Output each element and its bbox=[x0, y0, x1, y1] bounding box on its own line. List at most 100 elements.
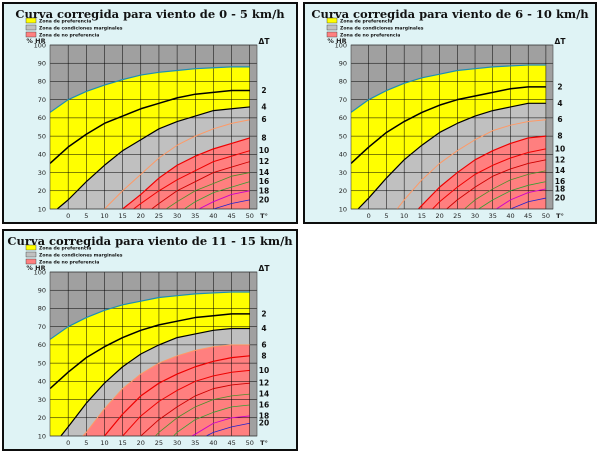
y-tick-label: 30 bbox=[38, 396, 46, 404]
dt-label-14: 14 bbox=[259, 390, 269, 399]
dt-axis-label: ΔT bbox=[555, 37, 567, 46]
x-axis-label: T° bbox=[556, 212, 564, 220]
legend-not-preferred-swatch bbox=[326, 31, 338, 38]
series-line-dt-10 bbox=[122, 369, 250, 436]
x-tick-label: 25 bbox=[155, 439, 163, 447]
plot-frame bbox=[49, 44, 258, 210]
series-line-dt-20 bbox=[213, 199, 250, 209]
series-line-dt-16 bbox=[173, 404, 250, 436]
chart-panel-0-5: Curva corregida para viento de 0 - 5 km/… bbox=[2, 2, 298, 224]
series-line-dt-2 bbox=[50, 89, 250, 165]
x-tick-label: 10 bbox=[100, 212, 108, 220]
x-tick-label: 20 bbox=[435, 212, 443, 220]
y-tick-label: 80 bbox=[339, 78, 347, 86]
y-tick-label: 40 bbox=[38, 151, 46, 159]
y-tick-label: 10 bbox=[38, 432, 46, 440]
series-line-dt-6 bbox=[104, 119, 250, 209]
x-tick-label: 35 bbox=[191, 212, 199, 220]
series-lines bbox=[351, 64, 547, 209]
legend-marginal-label: Zona de condiciones marginales bbox=[39, 252, 123, 258]
series-line-dt-12 bbox=[140, 382, 250, 436]
y-tick-label: 30 bbox=[38, 169, 46, 177]
dt-label-18: 18 bbox=[555, 184, 565, 193]
x-axis-label: T° bbox=[260, 439, 268, 447]
dt-label-6: 6 bbox=[557, 115, 562, 124]
series-line-dt-18 bbox=[198, 190, 250, 209]
legend-marginal-swatch bbox=[25, 24, 37, 31]
series-line-dt-16 bbox=[478, 181, 546, 209]
y-tick-label: 90 bbox=[38, 60, 46, 68]
dt-label-20: 20 bbox=[259, 419, 269, 428]
x-tick-label: 25 bbox=[155, 212, 163, 220]
y-tick-label: 70 bbox=[38, 323, 46, 331]
series-line-dt-18 bbox=[191, 415, 250, 436]
x-tick-label: 15 bbox=[418, 212, 426, 220]
dt-label-6: 6 bbox=[261, 340, 266, 349]
x-tick-label: 0 bbox=[66, 212, 70, 220]
series-line-dt-8 bbox=[104, 355, 250, 436]
legend-not-preferred-swatch bbox=[25, 258, 37, 265]
y-tick-label: 80 bbox=[38, 305, 46, 313]
legend-preferred-swatch bbox=[25, 244, 37, 251]
series-line-dt-14 bbox=[464, 170, 546, 209]
y-axis-label: % HR bbox=[26, 37, 45, 45]
x-tick-label: 15 bbox=[118, 439, 126, 447]
x-tick-label: 35 bbox=[489, 212, 497, 220]
y-tick-label: 50 bbox=[38, 132, 46, 140]
series-line-dt-14 bbox=[155, 393, 250, 436]
legend-preferred-swatch bbox=[25, 17, 37, 24]
x-tick-label: 30 bbox=[471, 212, 479, 220]
y-tick-label: 70 bbox=[339, 96, 347, 104]
x-tick-label: 0 bbox=[367, 212, 371, 220]
legend-not-preferred-label: Zona de no preferencia bbox=[340, 32, 400, 38]
legend-not-preferred-label: Zona de no preferencia bbox=[39, 259, 99, 265]
dt-label-12: 12 bbox=[555, 155, 565, 164]
dt-label-10: 10 bbox=[555, 144, 565, 153]
y-tick-label: 90 bbox=[339, 60, 347, 68]
series-line-dt-8 bbox=[417, 135, 546, 209]
chart-svg: 10 20 30 40 50 60 70 80 90 100 0 5 10 15 20 25 30 35 40 45 5… bbox=[25, 17, 271, 220]
dt-label-14: 14 bbox=[555, 166, 565, 175]
x-tick-label: 45 bbox=[227, 212, 235, 220]
y-tick-label: 60 bbox=[38, 341, 46, 349]
series-line-dt-16 bbox=[184, 181, 250, 209]
x-tick-label: 35 bbox=[191, 439, 199, 447]
x-tick-label: 30 bbox=[173, 439, 181, 447]
chart-title: Curva corregida para viento de 11 - 15 k… bbox=[7, 234, 293, 248]
dt-label-8: 8 bbox=[261, 133, 266, 142]
y-tick-label: 20 bbox=[38, 414, 46, 422]
series-line-dt-12 bbox=[151, 161, 250, 209]
dt-label-10: 10 bbox=[259, 146, 269, 155]
chart-svg: 10 20 30 40 50 60 70 80 90 100 0 5 10 15 20 25 30 35 40 45 5… bbox=[326, 17, 567, 220]
dt-axis-label: ΔT bbox=[259, 37, 271, 46]
legend-marginal-label: Zona de condiciones marginales bbox=[39, 25, 123, 31]
dt-axis-label: ΔT bbox=[259, 264, 271, 273]
legend-preferred-label: Zona de preferencia bbox=[340, 18, 392, 24]
series-line-dt-6 bbox=[82, 344, 250, 436]
series-line-dt-4 bbox=[357, 102, 546, 209]
y-tick-label: 40 bbox=[38, 378, 46, 386]
y-tick-label: 100 bbox=[34, 41, 46, 49]
y-tick-label: 20 bbox=[339, 187, 347, 195]
zones bbox=[50, 292, 250, 436]
y-tick-label: 20 bbox=[38, 187, 46, 195]
x-tick-label: 45 bbox=[227, 439, 235, 447]
zone-not-preferred bbox=[82, 344, 250, 436]
chart-title: Curva corregida para viento de 6 - 10 km… bbox=[311, 7, 589, 21]
dt-label-8: 8 bbox=[557, 132, 562, 141]
x-tick-label: 40 bbox=[209, 439, 217, 447]
y-tick-label: 70 bbox=[38, 96, 46, 104]
y-tick-label: 90 bbox=[38, 287, 46, 295]
dt-label-2: 2 bbox=[557, 82, 562, 91]
x-tick-label: 20 bbox=[137, 212, 145, 220]
series-lines bbox=[50, 66, 250, 209]
series-line-top bbox=[50, 291, 250, 340]
dt-label-12: 12 bbox=[259, 157, 269, 166]
x-tick-label: 5 bbox=[84, 439, 88, 447]
dt-label-14: 14 bbox=[259, 168, 269, 177]
plot-frame bbox=[350, 44, 554, 210]
plot-frame bbox=[49, 271, 258, 437]
y-tick-label: 50 bbox=[38, 359, 46, 367]
legend-marginal-swatch bbox=[25, 251, 37, 258]
x-tick-label: 20 bbox=[137, 439, 145, 447]
